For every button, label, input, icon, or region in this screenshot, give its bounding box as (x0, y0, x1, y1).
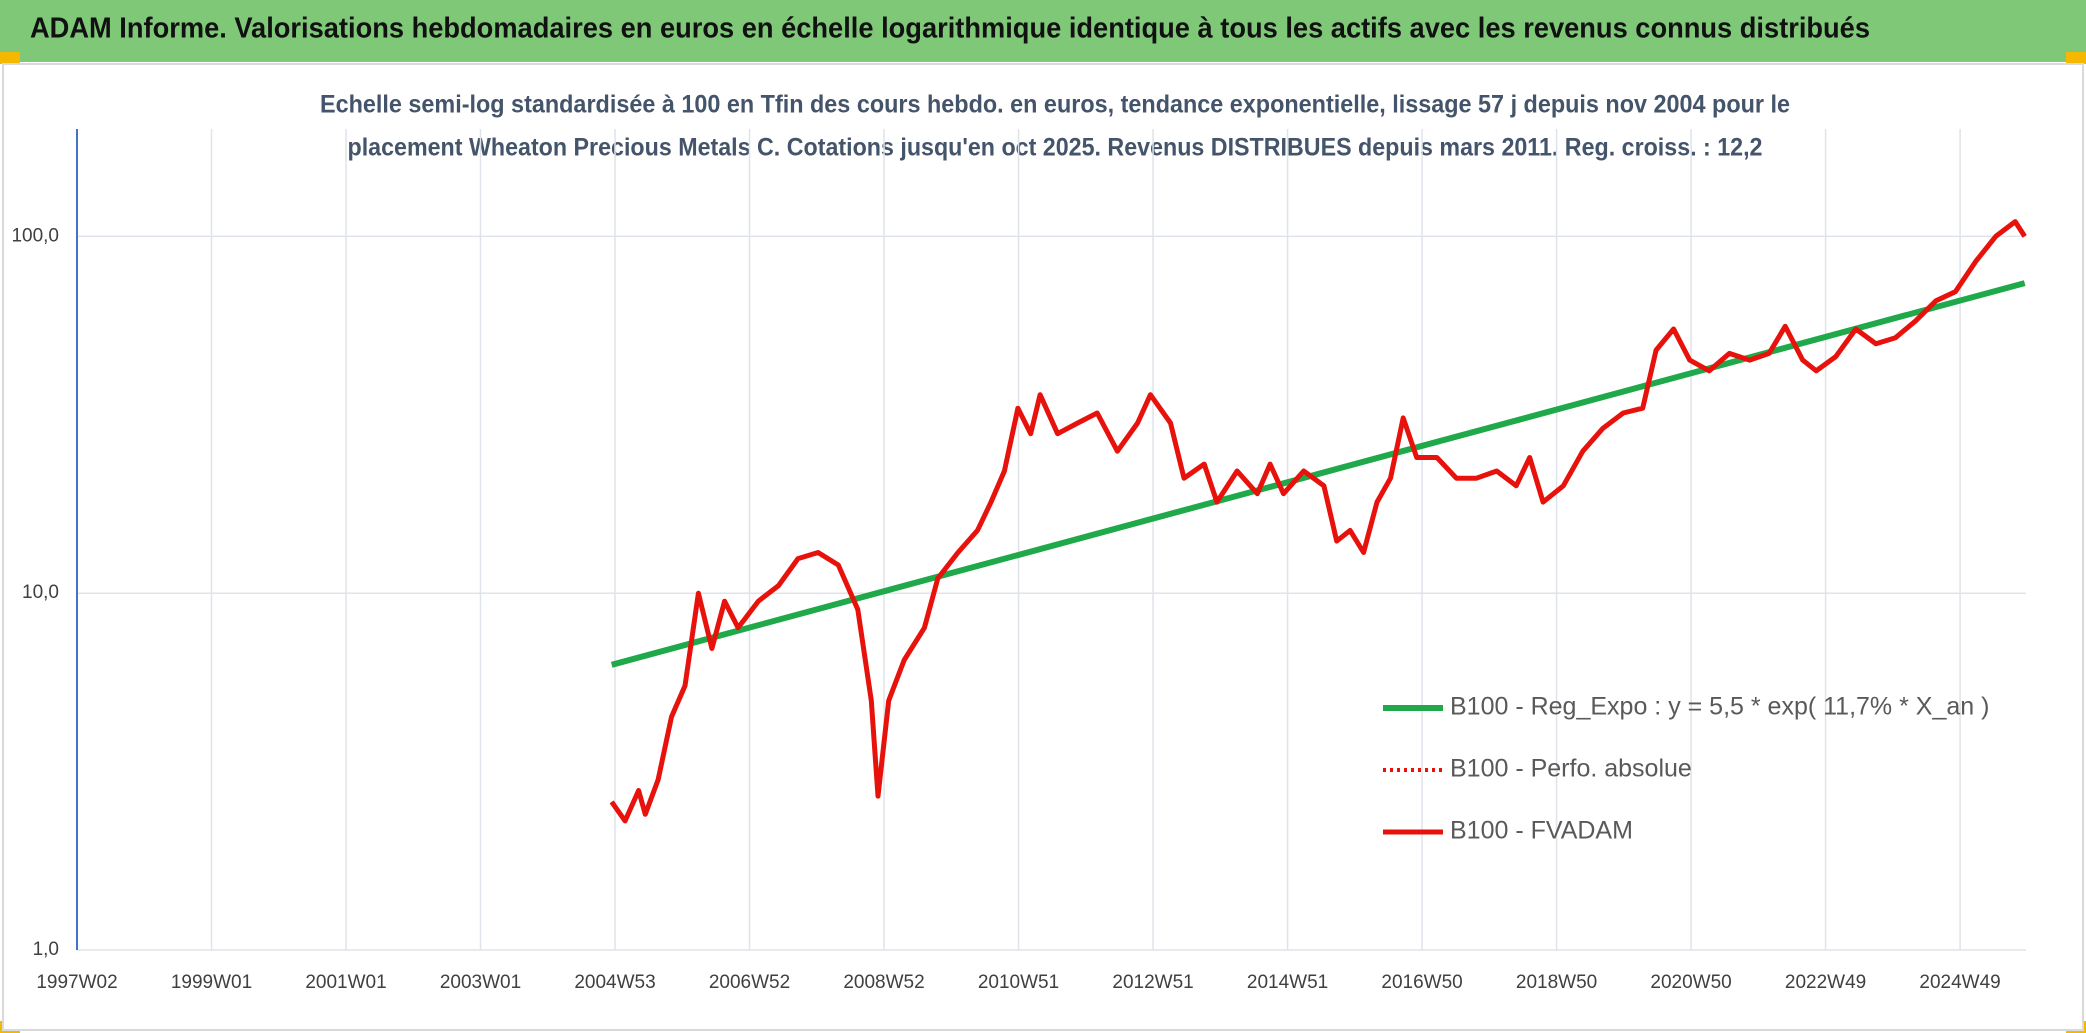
y-tick-label: 10,0 (22, 582, 59, 603)
legend-label: B100 - FVADAM (1450, 817, 1633, 845)
x-tick-label: 2008W52 (843, 972, 924, 993)
x-tick-label: 2014W51 (1247, 972, 1328, 993)
x-tick-label: 2012W51 (1112, 972, 1193, 993)
x-tick-label: 1999W01 (171, 972, 252, 993)
y-tick-label: 100,0 (11, 225, 59, 246)
chart-subtitle: Echelle semi-log standardisée à 100 en T… (320, 91, 1790, 119)
x-tick-label: 2006W52 (709, 972, 790, 993)
x-tick-label: 2004W53 (574, 972, 655, 993)
corner-mark (2066, 52, 2086, 64)
corner-mark (0, 52, 20, 64)
y-tick-label: 1,0 (33, 939, 59, 960)
chart-subtitle: placement Wheaton Precious Metals C. Cot… (348, 134, 1763, 162)
legend-label: B100 - Reg_Expo : y = 5,5 * exp( 11,7% *… (1450, 693, 1989, 721)
data-line (610, 280, 2026, 668)
chart-title: ADAM Informe. Valorisations hebdomadaire… (30, 13, 1870, 45)
x-tick-label: 1997W02 (36, 972, 117, 993)
x-tick-label: 2010W51 (978, 972, 1059, 993)
data-line (609, 219, 2027, 824)
x-tick-label: 2018W50 (1516, 972, 1597, 993)
header-bar (0, 0, 2086, 62)
x-tick-label: 2022W49 (1785, 972, 1866, 993)
x-tick-label: 2003W01 (440, 972, 521, 993)
x-tick-label: 2024W49 (1919, 972, 2000, 993)
x-tick-label: 2020W50 (1650, 972, 1731, 993)
legend-label: B100 - Perfo. absolue (1450, 755, 1692, 783)
x-tick-label: 2001W01 (305, 972, 386, 993)
x-tick-label: 2016W50 (1381, 972, 1462, 993)
